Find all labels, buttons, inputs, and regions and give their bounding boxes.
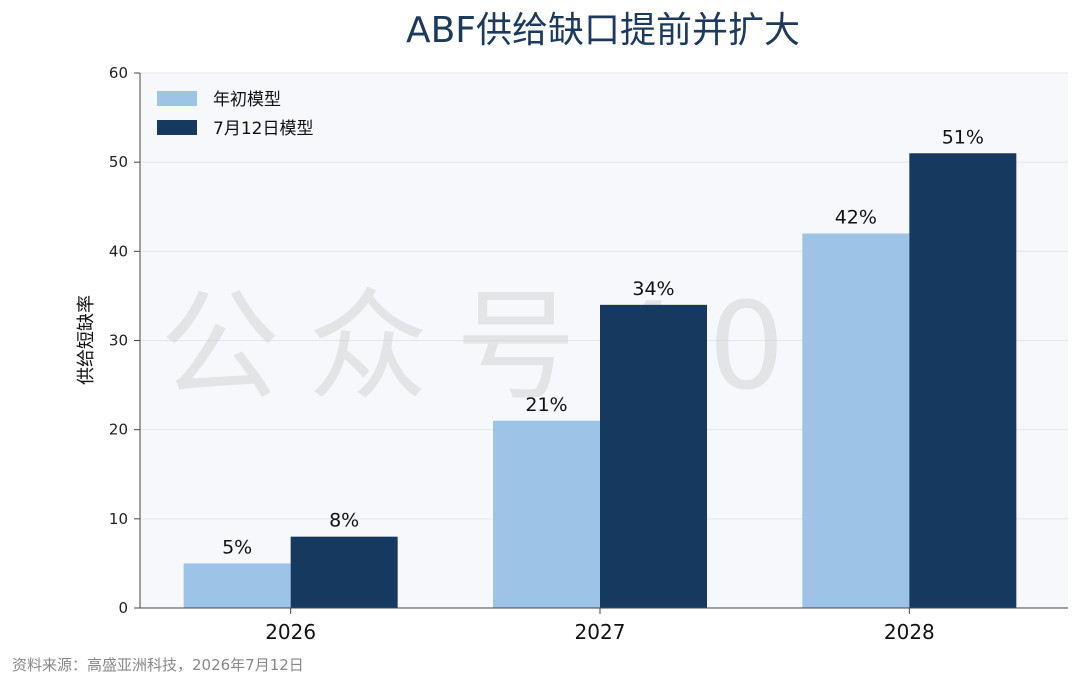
chart-title: ABF供给缺口提前并扩大 [406,10,800,51]
data-label: 21% [525,394,567,416]
bar [909,153,1017,608]
y-tick-label: 30 [109,332,128,350]
bar [802,233,910,608]
bar [600,304,707,608]
data-label: 5% [222,536,252,558]
legend-swatch [157,91,197,106]
y-tick-label: 40 [109,242,128,260]
axes: 0 10 20 30 40 50 60 2026 2027 2028 [109,64,1068,644]
data-label: 8% [329,510,359,532]
bar [493,420,600,608]
source-note: 资料来源：高盛亚洲科技，2026年7月12日 [12,656,304,674]
legend-label: 7月12日模型 [213,119,313,139]
bar [183,563,291,608]
data-label: 42% [835,207,877,229]
y-tick-label: 50 [109,153,128,171]
data-label: 51% [942,126,984,148]
bar [290,536,398,608]
y-tick-label: 10 [109,510,128,528]
y-tick-label: 0 [118,599,128,617]
y-tick-label: 20 [109,421,128,439]
legend-label: 年初模型 [213,90,281,110]
x-tick-label: 2028 [884,620,935,644]
legend: 年初模型 7月12日模型 [157,90,313,139]
y-axis-label: 供给短缺率 [76,295,97,385]
data-labels: 5% 8% 21% 34% 42% 51% [222,126,984,558]
watermark-text: 公众号404 [160,278,917,417]
x-tick-label: 2027 [575,620,626,644]
bars [183,153,1017,608]
y-tick-label: 60 [109,64,128,82]
x-tick-label: 2026 [265,620,316,644]
data-label: 34% [632,278,674,300]
legend-swatch [157,120,197,135]
